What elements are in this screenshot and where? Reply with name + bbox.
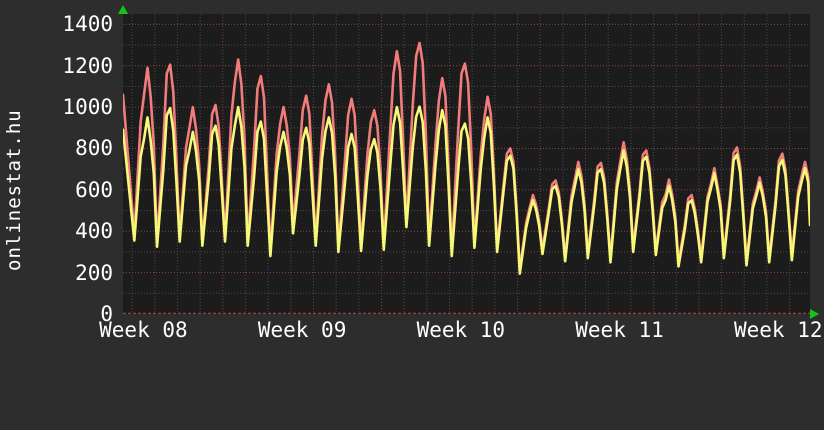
y-tick-label: 1400 [62, 12, 113, 37]
y-tick-label: 400 [75, 219, 113, 244]
series-line-átlag [123, 105, 810, 275]
x-tick-label: Week 08 [99, 318, 188, 342]
chart-canvas [123, 14, 810, 314]
x-tick-label: Week 11 [575, 318, 664, 342]
x-tick-label: Week 10 [416, 318, 506, 342]
y-tick-label: 1200 [62, 53, 113, 78]
y-axis-arrow-icon [118, 5, 128, 14]
x-axis-arrow-icon [810, 309, 819, 319]
x-tick-label: Week 12 [733, 318, 823, 342]
y-tick-label: 800 [75, 136, 113, 161]
y-tick-label: 200 [75, 260, 113, 285]
y-tick-label: 0 [100, 302, 113, 326]
x-tick-label: Week 09 [257, 318, 347, 342]
legend: legtöbb átlag most: 427 átlag: 535 max: … [0, 355, 824, 425]
y-tick-label: 600 [75, 177, 113, 202]
y-tick-label: 1000 [62, 95, 113, 120]
plot-area [123, 14, 810, 314]
